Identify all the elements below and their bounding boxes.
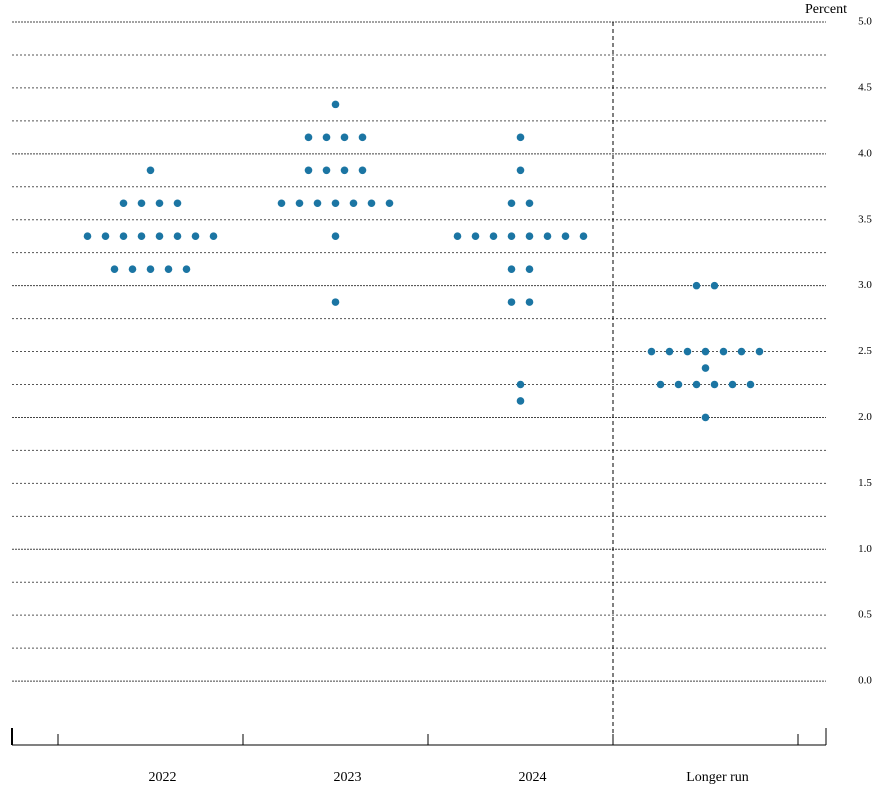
dot bbox=[304, 166, 313, 175]
dot bbox=[525, 265, 534, 273]
dot bbox=[453, 232, 462, 241]
dot bbox=[367, 199, 376, 208]
dot bbox=[507, 265, 516, 273]
dot bbox=[182, 265, 191, 273]
dot bbox=[579, 232, 588, 241]
dot bbox=[489, 232, 498, 241]
dot bbox=[173, 199, 182, 208]
dot bbox=[110, 265, 119, 273]
dot bbox=[507, 232, 516, 241]
y-tick-label: 5.0 bbox=[858, 16, 872, 28]
dot bbox=[683, 347, 692, 356]
dot bbox=[561, 232, 570, 241]
dot bbox=[516, 397, 525, 405]
dot bbox=[313, 199, 322, 208]
dot bbox=[358, 166, 367, 175]
dot bbox=[692, 281, 701, 290]
dot bbox=[173, 232, 182, 241]
dot bbox=[737, 347, 746, 356]
x-tick-label: 2024 bbox=[519, 770, 547, 785]
dot bbox=[331, 298, 340, 306]
dot bbox=[331, 199, 340, 208]
dot bbox=[358, 133, 367, 142]
x-tick-label: Longer run bbox=[686, 770, 749, 785]
y-tick-label: 0.5 bbox=[858, 609, 872, 621]
dot bbox=[516, 380, 525, 389]
dot bbox=[710, 281, 719, 290]
y-tick-label: 1.5 bbox=[858, 477, 872, 489]
dot bbox=[647, 347, 656, 356]
dot bbox=[471, 232, 480, 241]
y-tick-label: 0.0 bbox=[858, 675, 872, 687]
y-tick-label: 1.0 bbox=[858, 543, 872, 555]
dot bbox=[277, 199, 286, 208]
dot bbox=[164, 265, 173, 273]
dot bbox=[304, 133, 313, 142]
dot bbox=[340, 166, 349, 175]
dot bbox=[507, 199, 516, 208]
dot bbox=[322, 166, 331, 175]
dot bbox=[119, 232, 128, 241]
dot bbox=[349, 199, 358, 208]
dot bbox=[146, 265, 155, 273]
y-tick-label: 2.5 bbox=[858, 345, 872, 357]
dot bbox=[516, 166, 525, 175]
dot bbox=[137, 232, 146, 241]
dot bbox=[674, 380, 683, 389]
dot bbox=[701, 347, 710, 356]
x-tick-label: 2022 bbox=[149, 770, 177, 785]
y-tick-label: 3.0 bbox=[858, 279, 872, 291]
y-tick-label: 4.0 bbox=[858, 147, 872, 159]
dot bbox=[525, 232, 534, 241]
dot bbox=[83, 232, 92, 241]
dot bbox=[146, 166, 155, 175]
dot bbox=[543, 232, 552, 241]
dot bbox=[209, 232, 218, 241]
y-tick-label: 4.5 bbox=[858, 81, 872, 93]
dot bbox=[507, 298, 516, 306]
dot bbox=[710, 380, 719, 389]
dot bbox=[340, 133, 349, 142]
dot bbox=[385, 199, 394, 208]
dot bbox=[322, 133, 331, 142]
dot bbox=[755, 347, 764, 356]
dot bbox=[719, 347, 728, 356]
dot bbox=[331, 100, 340, 109]
y-tick-label: 3.5 bbox=[858, 213, 872, 225]
dot bbox=[525, 298, 534, 306]
dot bbox=[516, 133, 525, 142]
dot bbox=[155, 232, 164, 241]
dot bbox=[119, 199, 128, 208]
dot bbox=[692, 380, 701, 389]
dot bbox=[656, 380, 665, 389]
dot bbox=[525, 199, 534, 208]
dot bbox=[728, 380, 737, 389]
dot bbox=[128, 265, 137, 273]
dot bbox=[701, 413, 710, 422]
dot bbox=[191, 232, 200, 241]
dot bbox=[331, 232, 340, 241]
y-tick-label: 2.0 bbox=[858, 411, 872, 423]
y-axis-label: Percent bbox=[805, 2, 847, 17]
dot bbox=[701, 364, 710, 372]
dot bbox=[137, 199, 146, 208]
dot bbox=[665, 347, 674, 356]
dot bbox=[101, 232, 110, 241]
dot bbox=[295, 199, 304, 208]
dot bbox=[746, 380, 755, 389]
x-tick-label: 2023 bbox=[334, 770, 362, 785]
dot bbox=[155, 199, 164, 208]
